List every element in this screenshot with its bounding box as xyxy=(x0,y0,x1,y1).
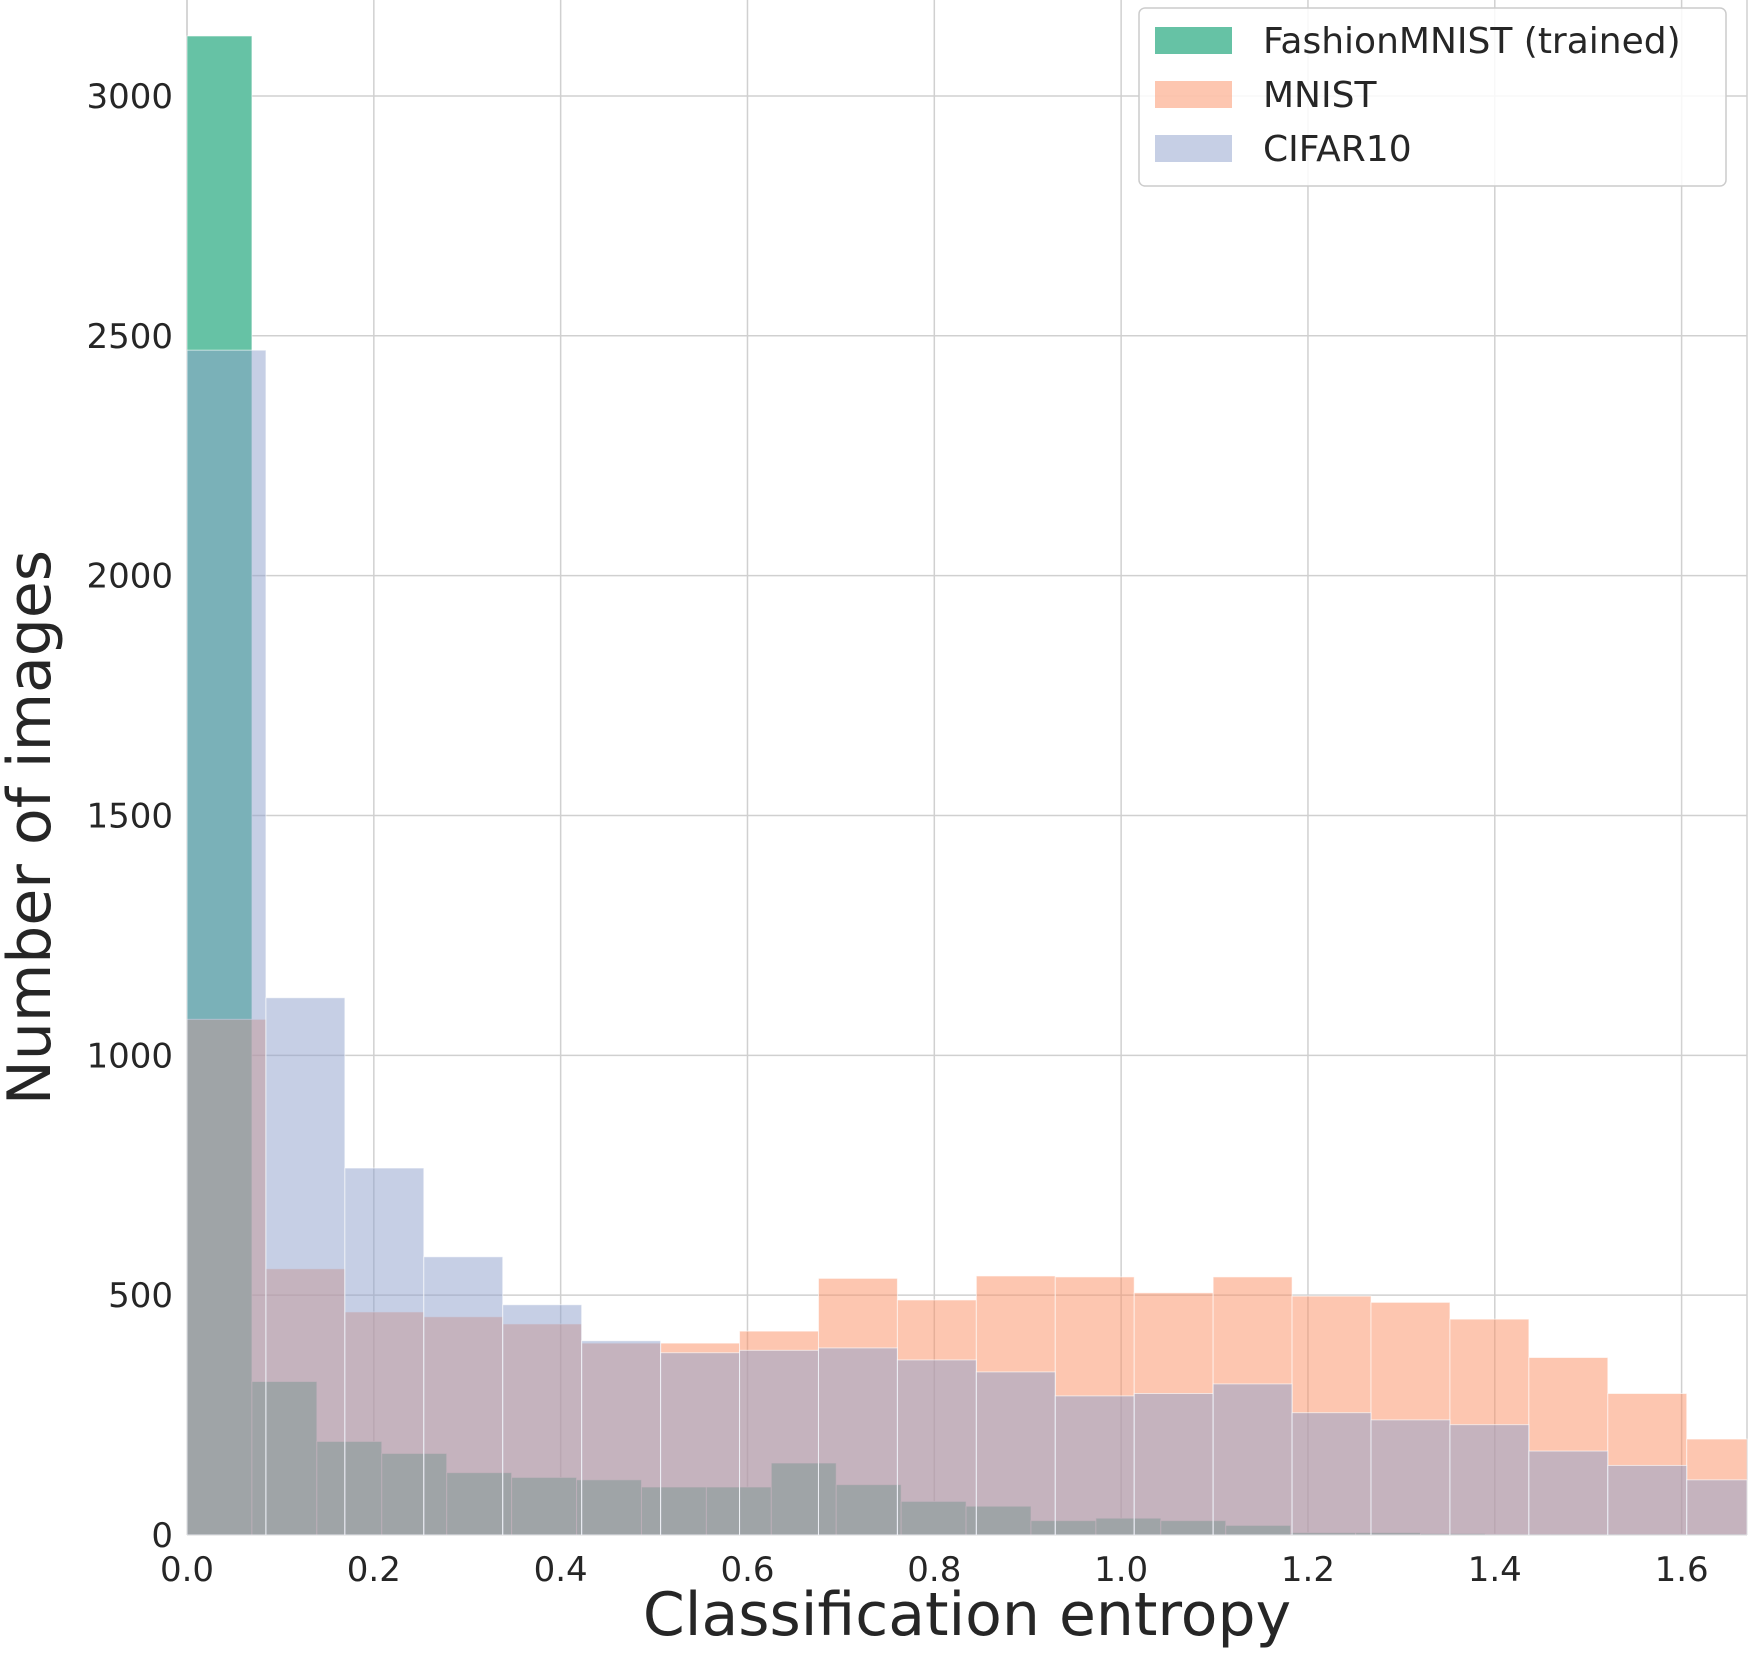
y-tick-labels: 0 500 1000 1500 2000 2500 3000 xyxy=(86,77,173,1556)
y-tick-label: 2500 xyxy=(86,317,173,357)
legend-frame xyxy=(1138,7,1727,187)
bar xyxy=(344,1167,425,1536)
x-tick-label: 0.8 xyxy=(907,1550,961,1590)
bar xyxy=(581,1340,662,1536)
bar xyxy=(1528,1450,1609,1536)
y-tick-label: 500 xyxy=(108,1276,173,1316)
legend-entry-label: CIFAR10 xyxy=(1263,129,1412,170)
x-tick-label: 0.6 xyxy=(720,1550,774,1590)
bar xyxy=(265,997,346,1536)
bar xyxy=(817,1347,898,1536)
bar xyxy=(423,1256,504,1536)
y-tick-label: 0 xyxy=(151,1516,173,1556)
x-tick-label: 0.0 xyxy=(160,1550,214,1590)
x-tick-label: 1.4 xyxy=(1468,1550,1522,1590)
x-tick-label: 1.0 xyxy=(1094,1550,1148,1590)
bar xyxy=(502,1304,583,1536)
x-axis-label: Classification entropy xyxy=(643,1580,1291,1650)
y-axis-label: Number of images xyxy=(0,550,65,1105)
bar xyxy=(896,1359,977,1536)
x-tick-label: 0.4 xyxy=(534,1550,588,1590)
y-tick-label: 1500 xyxy=(86,796,173,836)
y-tick-label: 1000 xyxy=(86,1036,173,1076)
legend-swatch xyxy=(1155,27,1232,54)
x-tick-labels: 0.0 0.2 0.4 0.6 0.8 1.0 1.2 1.4 1.6 xyxy=(160,1550,1709,1590)
bar xyxy=(1370,1419,1451,1536)
x-tick-label: 0.2 xyxy=(347,1550,401,1590)
bar xyxy=(1607,1464,1688,1536)
legend-entry-label: MNIST xyxy=(1263,75,1377,116)
bar xyxy=(1054,1395,1135,1536)
legend-swatch xyxy=(1155,135,1232,162)
y-tick-label: 2000 xyxy=(86,557,173,597)
bar xyxy=(660,1352,741,1536)
legend-entry-label: FashionMNIST (trained) xyxy=(1263,21,1681,62)
x-tick-label: 1.6 xyxy=(1655,1550,1709,1590)
bar xyxy=(1133,1392,1214,1536)
bar xyxy=(975,1371,1056,1536)
bar xyxy=(1686,1479,1748,1536)
bars-layer xyxy=(186,35,1748,1536)
x-tick-label: 1.2 xyxy=(1281,1550,1335,1590)
bar xyxy=(1449,1424,1530,1536)
bar xyxy=(186,349,267,1536)
bar xyxy=(1291,1412,1372,1536)
series-cifar10 xyxy=(186,349,1748,1536)
bar xyxy=(739,1349,819,1536)
legend-swatch xyxy=(1155,81,1232,108)
legend: FashionMNIST (trained) MNIST CIFAR10 xyxy=(1138,7,1727,187)
y-tick-label: 3000 xyxy=(86,77,173,117)
bar xyxy=(1212,1383,1293,1536)
